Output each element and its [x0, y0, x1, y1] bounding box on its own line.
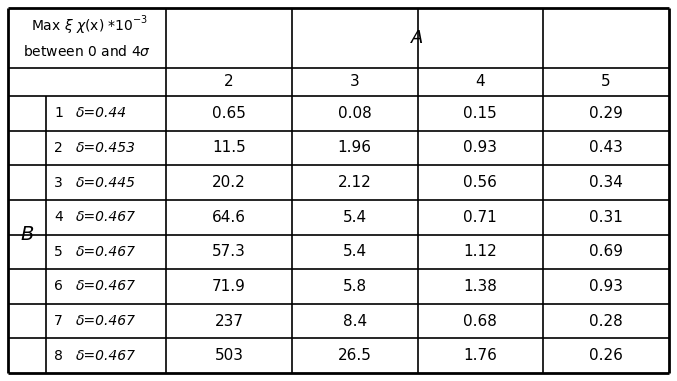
Text: δ=0.467: δ=0.467: [76, 349, 136, 363]
Text: δ=0.44: δ=0.44: [76, 106, 127, 120]
Text: 1.12: 1.12: [464, 244, 497, 259]
Text: 0.65: 0.65: [212, 106, 246, 121]
Text: 7: 7: [54, 314, 63, 328]
Text: 2.12: 2.12: [338, 175, 372, 190]
Text: B: B: [20, 225, 34, 244]
Text: 0.08: 0.08: [338, 106, 372, 121]
Text: 3: 3: [350, 75, 359, 90]
Text: 2: 2: [54, 141, 63, 155]
Text: 0.93: 0.93: [589, 279, 623, 294]
Text: 64.6: 64.6: [212, 210, 246, 225]
Text: 0.56: 0.56: [464, 175, 498, 190]
Text: 5: 5: [601, 75, 611, 90]
Text: 11.5: 11.5: [212, 141, 246, 155]
Text: 6: 6: [54, 279, 63, 293]
Text: 0.29: 0.29: [589, 106, 623, 121]
Text: 0.43: 0.43: [589, 141, 623, 155]
Text: 0.68: 0.68: [464, 314, 498, 328]
Text: δ=0.467: δ=0.467: [76, 279, 136, 293]
Text: 0.31: 0.31: [589, 210, 623, 225]
Text: δ=0.467: δ=0.467: [76, 314, 136, 328]
Text: δ=0.445: δ=0.445: [76, 176, 136, 190]
Text: 0.34: 0.34: [589, 175, 623, 190]
Text: δ=0.467: δ=0.467: [76, 210, 136, 224]
Text: 0.71: 0.71: [464, 210, 497, 225]
Text: 5.4: 5.4: [343, 210, 367, 225]
Text: A: A: [412, 29, 424, 47]
Text: between 0 and 4$\sigma$: between 0 and 4$\sigma$: [23, 44, 151, 59]
Text: 1.38: 1.38: [464, 279, 498, 294]
Text: 0.69: 0.69: [589, 244, 623, 259]
Text: 0.28: 0.28: [589, 314, 623, 328]
Text: 20.2: 20.2: [212, 175, 246, 190]
Text: 5.8: 5.8: [343, 279, 367, 294]
Text: 5: 5: [54, 245, 63, 259]
Text: 4: 4: [54, 210, 63, 224]
Text: 1: 1: [54, 106, 63, 120]
Text: 71.9: 71.9: [212, 279, 246, 294]
Text: 26.5: 26.5: [338, 348, 372, 363]
Text: 503: 503: [215, 348, 243, 363]
Text: 1.76: 1.76: [464, 348, 498, 363]
Text: 57.3: 57.3: [212, 244, 246, 259]
Text: 0.26: 0.26: [589, 348, 623, 363]
Text: 237: 237: [215, 314, 243, 328]
Text: 0.93: 0.93: [463, 141, 498, 155]
Text: 4: 4: [475, 75, 485, 90]
Text: 3: 3: [54, 176, 63, 190]
Text: Max $\xi$ $\chi$(x) *10: Max $\xi$ $\chi$(x) *10: [30, 17, 133, 35]
Text: 2: 2: [224, 75, 234, 90]
Text: 1.96: 1.96: [338, 141, 372, 155]
Text: 8.4: 8.4: [343, 314, 367, 328]
Text: 8: 8: [54, 349, 63, 363]
Text: 5.4: 5.4: [343, 244, 367, 259]
Text: δ=0.467: δ=0.467: [76, 245, 136, 259]
Text: $-3$: $-3$: [132, 13, 148, 25]
Text: 0.15: 0.15: [464, 106, 497, 121]
Text: δ=0.453: δ=0.453: [76, 141, 136, 155]
